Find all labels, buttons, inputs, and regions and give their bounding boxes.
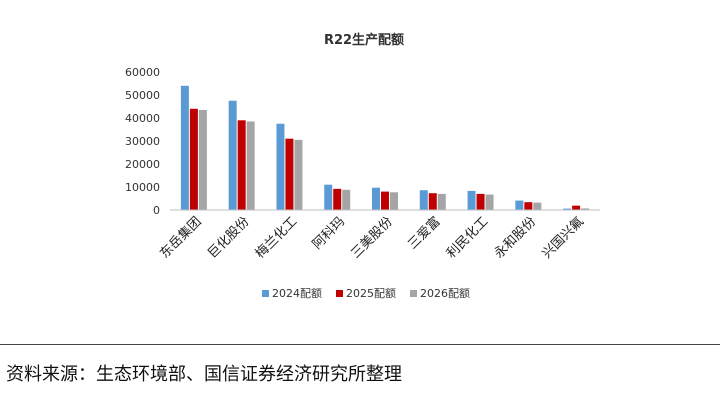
x-tick-label: 东岳集团 bbox=[157, 214, 205, 262]
y-tick-label: 0 bbox=[153, 204, 160, 217]
x-tick-label: 梅兰化工 bbox=[253, 214, 300, 261]
legend-swatch bbox=[336, 290, 343, 297]
x-axis-labels: 东岳集团 巨化股份 梅兰化工 阿科玛 三美股份 三爱富 利民化工 永和股份 兴国兴氟 bbox=[157, 214, 587, 262]
bar bbox=[390, 192, 398, 210]
legend-label: 2024配额 bbox=[272, 287, 322, 300]
legend: 2024配额 2025配额 2026配额 bbox=[262, 287, 470, 300]
bar bbox=[581, 208, 590, 210]
x-tick-label: 永和股份 bbox=[492, 214, 539, 261]
bar bbox=[342, 189, 351, 210]
bar bbox=[198, 109, 207, 210]
chart-title: R22生产配额 bbox=[324, 32, 404, 48]
bar bbox=[381, 191, 389, 210]
legend-label: 2026配额 bbox=[420, 287, 470, 300]
bar bbox=[189, 108, 198, 210]
bar bbox=[419, 190, 428, 210]
bar bbox=[467, 190, 476, 210]
bar bbox=[285, 138, 294, 210]
bar bbox=[485, 194, 494, 210]
bar bbox=[572, 205, 581, 210]
y-tick-label: 10000 bbox=[125, 181, 160, 194]
bar bbox=[372, 187, 380, 210]
bar bbox=[428, 193, 437, 210]
y-tick-label: 20000 bbox=[125, 158, 160, 171]
bar bbox=[515, 200, 524, 210]
x-tick-label: 阿科玛 bbox=[310, 214, 348, 252]
bar bbox=[476, 193, 485, 210]
x-tick-label: 兴国兴氟 bbox=[540, 214, 587, 261]
bar bbox=[524, 202, 533, 210]
bar bbox=[180, 85, 189, 210]
chart: R22生产配额 6000050000400003000020000100000 … bbox=[125, 32, 600, 300]
bar bbox=[437, 193, 446, 210]
legend-label: 2025配额 bbox=[346, 287, 396, 300]
bar bbox=[276, 123, 285, 210]
bar bbox=[237, 120, 246, 210]
bars bbox=[180, 85, 590, 210]
x-tick-label: 三美股份 bbox=[348, 214, 395, 261]
y-tick-label: 30000 bbox=[125, 135, 160, 148]
x-tick-label: 巨化股份 bbox=[205, 214, 252, 261]
legend-swatch bbox=[410, 290, 417, 297]
bar bbox=[533, 202, 542, 210]
x-tick-label: 三爱富 bbox=[405, 214, 444, 253]
bar bbox=[228, 100, 237, 210]
source-note: 资料来源：生态环境部、国信证券经济研究所整理 bbox=[6, 364, 402, 385]
legend-swatch bbox=[262, 290, 269, 297]
bar bbox=[294, 139, 303, 210]
bar bbox=[324, 184, 333, 210]
bar bbox=[246, 121, 255, 210]
bar bbox=[333, 188, 342, 210]
y-tick-label: 40000 bbox=[125, 112, 160, 125]
y-tick-label: 50000 bbox=[125, 89, 160, 102]
bar bbox=[563, 208, 572, 210]
divider bbox=[0, 344, 720, 345]
y-axis: 60000 50000 40000 30000 20000 10000 0 bbox=[125, 66, 160, 217]
x-tick-label: 利民化工 bbox=[444, 214, 491, 261]
y-tick-label: 60000 bbox=[125, 66, 160, 79]
